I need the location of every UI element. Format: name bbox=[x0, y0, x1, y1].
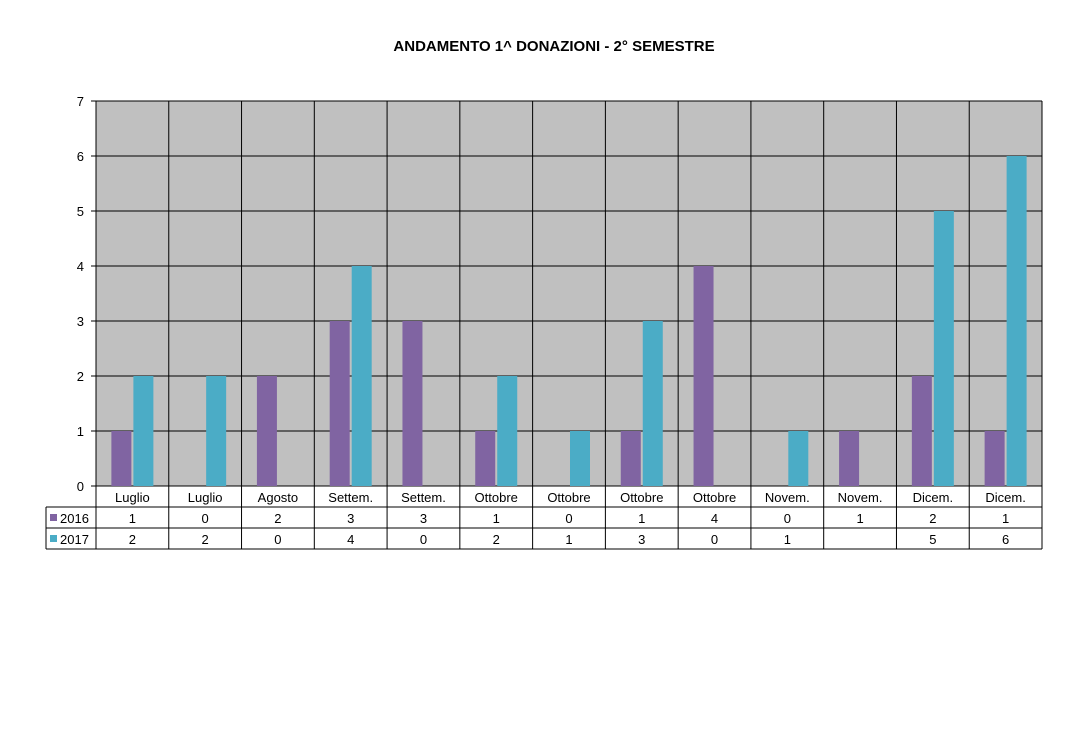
data-table-cell: 3 bbox=[638, 532, 645, 547]
bar-2016 bbox=[329, 321, 350, 486]
y-tick-label: 0 bbox=[77, 479, 84, 494]
bar-2016 bbox=[402, 321, 423, 486]
data-table-cell: 0 bbox=[274, 532, 281, 547]
data-table-cell: 0 bbox=[711, 532, 718, 547]
data-table-cell: 0 bbox=[784, 511, 791, 526]
bar-2017 bbox=[570, 431, 590, 486]
data-table-cell: 2 bbox=[202, 532, 209, 547]
bar-2016 bbox=[111, 431, 132, 486]
chart-title: ANDAMENTO 1^ DONAZIONI - 2° SEMESTRE bbox=[393, 38, 714, 55]
bar-2016 bbox=[620, 431, 641, 486]
x-tick-label: Dicem. bbox=[985, 490, 1025, 505]
bar-2016 bbox=[911, 376, 932, 486]
data-table-cell: 1 bbox=[784, 532, 791, 547]
data-table-cell: 4 bbox=[347, 532, 354, 547]
legend-key-2016 bbox=[50, 514, 57, 521]
x-tick-label: Dicem. bbox=[913, 490, 953, 505]
bar-2017 bbox=[1006, 156, 1027, 486]
data-table-cell: 4 bbox=[711, 511, 718, 526]
x-tick-label: Ottobre bbox=[620, 490, 663, 505]
plot-background bbox=[96, 101, 1042, 486]
data-table-cell: 6 bbox=[1002, 532, 1009, 547]
y-tick-label: 5 bbox=[77, 204, 84, 219]
bar-2017 bbox=[642, 321, 663, 486]
bar-2016 bbox=[984, 431, 1005, 486]
x-tick-label: Ottobre bbox=[475, 490, 518, 505]
data-table-cell: 1 bbox=[565, 532, 572, 547]
bar-2017 bbox=[351, 266, 372, 486]
bar-2016 bbox=[693, 266, 714, 486]
data-table-cell: 0 bbox=[202, 511, 209, 526]
data-table-cell: 2 bbox=[493, 532, 500, 547]
bar-2016 bbox=[839, 431, 860, 486]
x-tick-label: Novem. bbox=[765, 490, 810, 505]
x-tick-label: Settem. bbox=[401, 490, 446, 505]
bar-2016 bbox=[256, 376, 277, 486]
data-table-cell: 2 bbox=[274, 511, 281, 526]
y-tick-label: 1 bbox=[77, 424, 84, 439]
y-tick-label: 4 bbox=[77, 259, 84, 274]
bar-2017 bbox=[206, 376, 227, 486]
data-table-cell: 2 bbox=[129, 532, 136, 547]
y-tick-label: 2 bbox=[77, 369, 84, 384]
y-tick-label: 6 bbox=[77, 149, 84, 164]
bar-2017 bbox=[933, 211, 954, 486]
bar-2017 bbox=[788, 431, 809, 486]
x-tick-label: Ottobre bbox=[547, 490, 590, 505]
data-table-cell: 1 bbox=[493, 511, 500, 526]
data-table-cell: 5 bbox=[929, 532, 936, 547]
x-tick-label: Agosto bbox=[258, 490, 298, 505]
y-tick-label: 3 bbox=[77, 314, 84, 329]
x-tick-label: Settem. bbox=[328, 490, 373, 505]
data-table-cell: 1 bbox=[638, 511, 645, 526]
plot-area: 0 1 2 3 4 5 6 7 Luglio Luglio Agosto Settem. Settem.… bbox=[45, 94, 1043, 550]
data-table-cell: 3 bbox=[347, 511, 354, 526]
legend-key-2017 bbox=[50, 535, 57, 542]
y-tick-label: 7 bbox=[77, 94, 84, 109]
bar-2017 bbox=[133, 376, 154, 486]
x-tick-label: Luglio bbox=[115, 490, 150, 505]
x-tick-label: Novem. bbox=[838, 490, 883, 505]
bar-2017 bbox=[497, 376, 518, 486]
bar-2016 bbox=[475, 431, 496, 486]
data-table-cell: 1 bbox=[1002, 511, 1009, 526]
data-table-cell: 0 bbox=[565, 511, 572, 526]
data-table-cell: 3 bbox=[420, 511, 427, 526]
legend-label: 2016 bbox=[60, 511, 89, 526]
x-tick-label: Ottobre bbox=[693, 490, 736, 505]
data-table-cell: 1 bbox=[129, 511, 136, 526]
data-table-cell: 2 bbox=[929, 511, 936, 526]
data-table-cell: 0 bbox=[420, 532, 427, 547]
x-tick-label: Luglio bbox=[188, 490, 223, 505]
data-table-cell: 1 bbox=[856, 511, 863, 526]
legend-label: 2017 bbox=[60, 532, 89, 547]
